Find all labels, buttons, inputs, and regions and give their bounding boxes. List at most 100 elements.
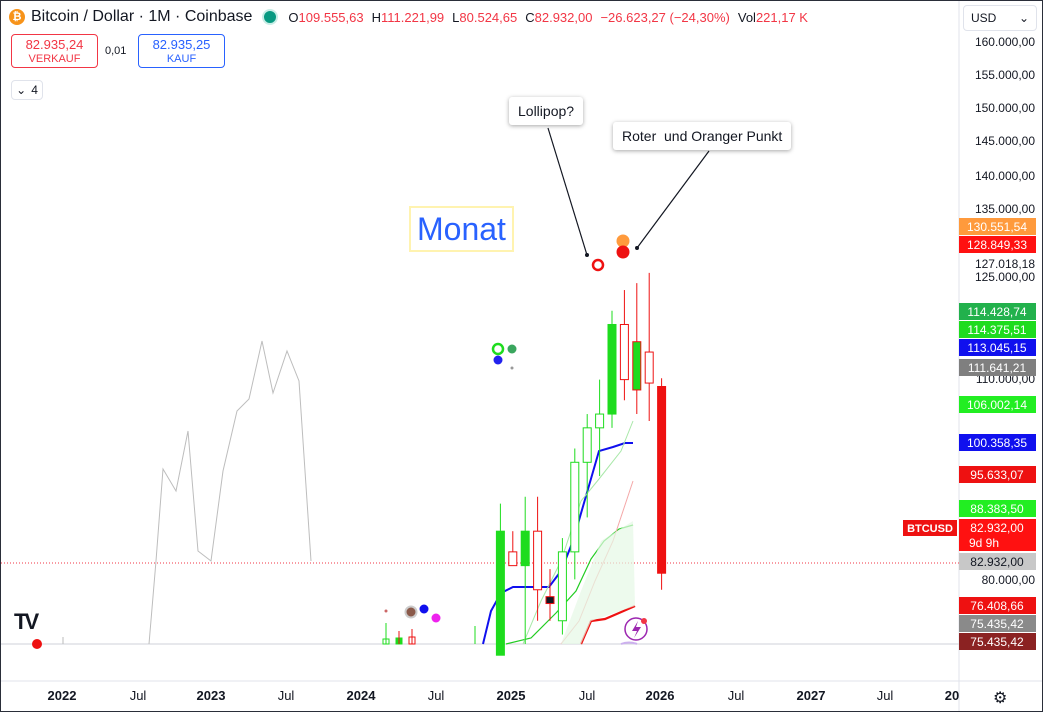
price-label: 128.849,33 (959, 236, 1036, 253)
overlay-line-grey (148, 340, 312, 645)
price-label-bg (959, 321, 1036, 338)
symbol-title[interactable]: Bitcoin / Dollar · 1M · Coinbase (31, 8, 253, 25)
price-label-text: 114.375,51 (967, 323, 1026, 337)
time-axis: 2022 Jul 2023 Jul 2024 Jul 2025 Jul 2026 Jul 2027 J… (48, 688, 960, 703)
x-tick-label: 2023 (197, 688, 226, 703)
x-tick-label: 2022 (48, 688, 77, 703)
x-tick-label: Jul (877, 688, 894, 703)
price-label-bg (959, 466, 1036, 483)
y-tick-label: 125.000,00 (975, 270, 1035, 284)
candle-body (570, 461, 580, 553)
candle-2024-12[interactable] (495, 503, 505, 656)
price-label-bg (959, 434, 1036, 451)
cloud-fill (561, 521, 635, 644)
price-axis: 160.000,00 155.000,00 150.000,00 145.000,00… (975, 35, 1035, 587)
signal-dot-blue (493, 355, 503, 365)
x-tick-label: Jul (579, 688, 596, 703)
price-label-text: 75.435,42 (970, 635, 1024, 649)
lightning-arc (620, 641, 638, 645)
signal-dot-red-edge (32, 639, 42, 649)
settings-icon[interactable]: ⚙ (993, 690, 1008, 707)
price-label: 88.383,50 (959, 500, 1036, 517)
signal-dot-grey (510, 366, 514, 370)
price-label: 106.002,14 (959, 396, 1036, 413)
price-label-bg (959, 615, 1036, 632)
buy-button[interactable]: 82.935,25 KAUF (138, 34, 225, 68)
ohlc-high: H111.221,99 (371, 9, 445, 25)
candle-2025-04[interactable] (545, 569, 555, 621)
candle-body (619, 323, 629, 381)
candle-2025-12[interactable] (644, 272, 654, 421)
spread-value: 0,01 (105, 45, 127, 57)
signal-dot-blue-2 (419, 604, 429, 614)
candle-2025-11[interactable] (632, 283, 642, 415)
candle-body (644, 351, 654, 384)
candle-2025-06[interactable] (570, 448, 580, 580)
lollipop-red-ring (591, 258, 605, 272)
price-label-text: 88.383,50 (970, 502, 1024, 516)
candle-2025-03[interactable] (533, 496, 543, 621)
candle-body (533, 530, 543, 591)
ohlc-low: L80.524,65 (452, 9, 518, 25)
countdown-text: 9d 9h (969, 536, 999, 550)
market-status-icon[interactable] (262, 9, 279, 25)
candle-body (657, 386, 667, 574)
symbol-tag-bg (903, 520, 957, 536)
price-label: 130.551,54 (959, 218, 1036, 235)
lightning-bolt-glyph (632, 621, 641, 638)
price-label: 75.435,42 (959, 615, 1036, 632)
price-label: 111.641,21 (959, 359, 1036, 376)
annotation-lollipop[interactable]: Lollipop? (509, 97, 584, 125)
price-label-text: 106.002,14 (967, 398, 1027, 412)
annotation-monat[interactable]: Monat (409, 206, 514, 253)
candle-body (495, 530, 505, 656)
annotation-red-orange[interactable]: Roter und Oranger Punkt (613, 122, 792, 150)
tradingview-logo[interactable]: TV (14, 609, 39, 634)
x-tick-label: 2027 (797, 688, 826, 703)
indicator-toggle[interactable]: ⌄ 4 (11, 80, 43, 100)
price-label-text: 95.633,07 (970, 468, 1024, 482)
redorange-connector (636, 150, 710, 249)
signal-dot-tiny (384, 609, 388, 613)
price-label: 75.435,42 (959, 633, 1036, 650)
price-label-bg (959, 500, 1036, 517)
candle-2025-07[interactable] (582, 414, 592, 518)
candle-body (607, 323, 617, 415)
candle-2025-08[interactable] (595, 379, 605, 477)
signal-dot-green-ring (491, 342, 505, 356)
price-label-bg (959, 303, 1036, 320)
x-tick-label: Jul (278, 688, 295, 703)
candle-2026-01[interactable] (657, 378, 667, 590)
x-tick-label: 20 (945, 688, 959, 703)
sell-label: VERKAUF (28, 53, 81, 65)
candle-2025-10[interactable] (619, 290, 629, 401)
y-tick-label: 155.000,00 (975, 68, 1035, 82)
sell-button[interactable]: 82.935,24 VERKAUF (11, 34, 98, 68)
signal-dot-brown (404, 605, 418, 619)
y-tick-label: 140.000,00 (975, 169, 1035, 183)
candle-2025-09[interactable] (607, 310, 617, 428)
candle-body (520, 530, 530, 567)
ohlc-values: O109.555,63 H111.221,99 L80.524,65 C82.9… (288, 10, 808, 25)
price-label-bg (959, 359, 1036, 376)
candle-body (508, 551, 518, 567)
signal-dot-green (507, 344, 517, 354)
candle-2025-02[interactable] (520, 496, 530, 644)
symbol-tag-text: BTCUSD (907, 523, 953, 535)
redorange-connector-dot (635, 246, 639, 250)
bitcoin-logo-icon: ₿ (9, 9, 25, 25)
ohlc-open: O109.555,63 (288, 9, 364, 25)
price-label-text: 130.551,54 (967, 220, 1027, 234)
price-label-text: 113.045,15 (967, 341, 1026, 355)
red-dot (616, 245, 630, 259)
buy-label: KAUF (166, 53, 197, 65)
candles-layer (495, 272, 667, 656)
signal-dots (32, 234, 630, 649)
small-candles-2024 (62, 623, 476, 645)
price-label: 114.375,51 (959, 321, 1036, 338)
candle-2025-01[interactable] (508, 531, 518, 567)
currency-select[interactable]: USD ⌄ (963, 5, 1037, 31)
candle-2025-05[interactable] (557, 538, 567, 635)
